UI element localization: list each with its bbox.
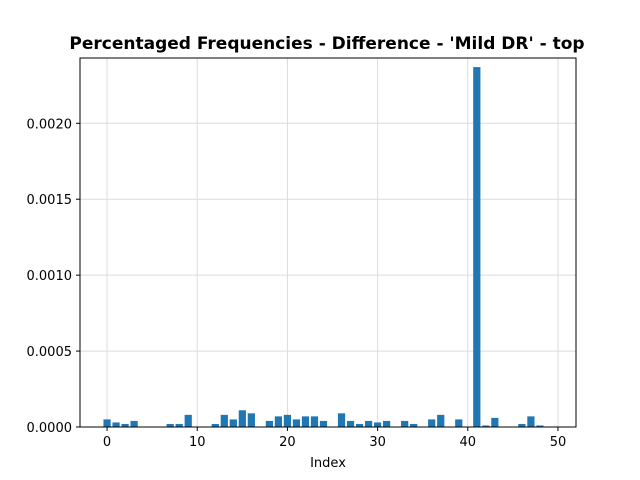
bar xyxy=(292,419,301,427)
bar xyxy=(220,414,228,427)
bar xyxy=(211,423,219,427)
bar xyxy=(319,420,328,427)
bar xyxy=(401,420,409,427)
plot-frame xyxy=(79,57,577,428)
bars xyxy=(103,67,544,427)
bar xyxy=(247,413,255,427)
x-tick-label: 30 xyxy=(369,435,386,450)
bar xyxy=(310,416,319,427)
bar xyxy=(130,420,138,427)
bar xyxy=(229,419,237,427)
bar xyxy=(346,420,355,427)
bar xyxy=(410,423,418,427)
bar xyxy=(121,423,129,427)
x-tick-label: 0 xyxy=(103,435,111,450)
bar xyxy=(527,416,535,427)
x-tick-label: 10 xyxy=(189,435,206,450)
bar xyxy=(274,416,283,427)
y-tick-label: 0.0020 xyxy=(27,117,73,132)
bar xyxy=(103,419,111,427)
axis-ticks: 0 10 20 30 40 50 0.0000 0.0005 0.0010 0.0015 0.002… xyxy=(27,117,567,450)
bar xyxy=(175,423,183,427)
x-tick-label: 20 xyxy=(279,435,296,450)
bar xyxy=(536,425,544,427)
x-tick-label: 50 xyxy=(550,435,567,450)
bar xyxy=(355,423,364,427)
bar xyxy=(383,420,391,427)
bar xyxy=(373,422,382,427)
bar xyxy=(428,419,436,427)
bar xyxy=(238,410,246,427)
bar xyxy=(473,67,481,427)
bar xyxy=(455,419,463,427)
y-tick-label: 0.0015 xyxy=(27,193,73,208)
bar xyxy=(166,423,174,427)
y-tick-label: 0.0000 xyxy=(27,421,73,436)
chart-title: Percentaged Frequencies - Difference - '… xyxy=(69,34,584,54)
x-tick-label: 40 xyxy=(460,435,477,450)
bar xyxy=(364,420,373,427)
bar xyxy=(518,423,526,427)
bar xyxy=(265,420,273,427)
bar xyxy=(337,413,346,427)
bar xyxy=(491,417,499,427)
y-tick-label: 0.0005 xyxy=(27,345,73,360)
bar xyxy=(112,422,120,427)
y-tick-label: 0.0010 xyxy=(27,269,73,284)
bar xyxy=(437,414,445,427)
bar xyxy=(301,416,310,427)
x-axis-label: Index xyxy=(310,456,346,471)
bar xyxy=(482,425,490,427)
bar xyxy=(184,414,192,427)
bar xyxy=(283,414,292,427)
